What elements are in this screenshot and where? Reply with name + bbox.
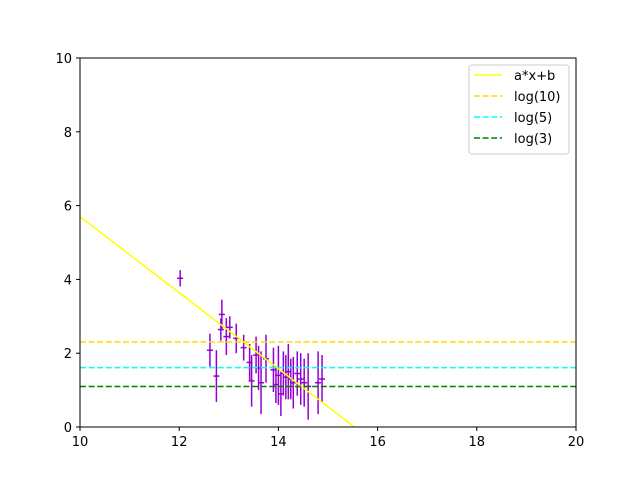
data-point bbox=[213, 350, 220, 402]
y-tick-label: 8 bbox=[64, 126, 72, 141]
legend-label: log(10) bbox=[514, 90, 561, 105]
data-point bbox=[297, 353, 304, 405]
y-tick-label: 0 bbox=[64, 421, 72, 436]
data-point bbox=[177, 270, 184, 287]
x-tick-label: 12 bbox=[171, 435, 188, 450]
y-tick-label: 6 bbox=[64, 200, 72, 215]
data-point bbox=[248, 355, 255, 407]
legend-label: log(5) bbox=[514, 111, 552, 126]
plot-frame bbox=[79, 57, 577, 428]
data-point bbox=[258, 351, 265, 415]
data-point bbox=[315, 351, 322, 415]
legend-label: a*x+b bbox=[514, 69, 555, 84]
data-point bbox=[301, 358, 308, 407]
data-point bbox=[319, 355, 326, 404]
x-tick-label: 16 bbox=[369, 435, 386, 450]
legend-box bbox=[468, 64, 570, 155]
legend-label: log(3) bbox=[514, 132, 552, 147]
data-point bbox=[218, 299, 225, 330]
legend: a*x+b log(10) log(5) log(3) bbox=[468, 64, 570, 155]
y-tick-label: 4 bbox=[64, 273, 72, 288]
data-point bbox=[206, 333, 213, 367]
data-point bbox=[290, 356, 297, 409]
fit-line bbox=[80, 216, 355, 427]
y-tick-label: 10 bbox=[55, 52, 72, 67]
y-tick-label: 2 bbox=[64, 347, 72, 362]
data-point bbox=[217, 318, 224, 341]
data-point bbox=[240, 334, 247, 361]
x-tick-label: 14 bbox=[270, 435, 287, 450]
data-point bbox=[223, 318, 230, 356]
x-tick-label: 18 bbox=[469, 435, 486, 450]
x-tick-label: 10 bbox=[72, 435, 89, 450]
x-tick-label: 20 bbox=[568, 435, 585, 450]
data-point bbox=[226, 316, 233, 339]
data-point bbox=[294, 351, 301, 396]
